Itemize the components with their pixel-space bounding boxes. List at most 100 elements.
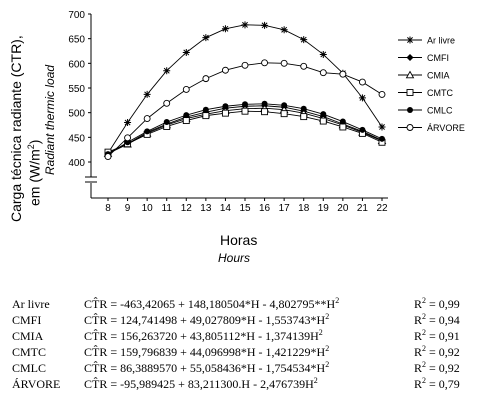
exponent: 2 [325, 312, 330, 321]
equation-model-name: Ar livre [12, 297, 50, 311]
chart-legend: Ar livre CMFI CMIA CMTC CMLC ÁRVORE [398, 36, 465, 133]
data-point [379, 135, 385, 142]
data-point [319, 50, 327, 58]
data-point [359, 126, 366, 133]
r-squared-value: = 0,91 [426, 329, 460, 343]
legend-label: CMLC [427, 106, 453, 116]
data-point [221, 25, 229, 33]
x-axis-label-english: Hours [218, 251, 251, 265]
data-point [221, 109, 229, 117]
data-point [339, 123, 347, 131]
data-point [221, 66, 229, 74]
y-tick-label: 450 [68, 133, 85, 144]
data-point [319, 117, 327, 125]
equation-row: CMFI CT̂R = 124,741498 + 49,027809*H - 1,… [12, 313, 482, 329]
equation-row: Ar livre CT̂R = -463,42065 + 148,180504*H… [12, 297, 482, 313]
exponent: 2 [325, 360, 330, 369]
r-squared: R2 = 0,91 [414, 328, 460, 344]
data-point [300, 113, 308, 121]
data-point [358, 94, 366, 102]
r-squared: R2 = 0,99 [414, 296, 460, 312]
r-squared: R2 = 0,92 [414, 360, 460, 376]
data-point [280, 110, 288, 118]
r-squared: R2 = 0,79 [414, 376, 460, 392]
data-point [163, 67, 171, 75]
r-squared-value: = 0,79 [426, 377, 460, 391]
equation-formula: CT̂R = -463,42065 + 148,180504*H - 4,802… [84, 296, 340, 312]
data-point [124, 134, 132, 142]
legend-marker [406, 54, 414, 61]
data-point [261, 108, 269, 116]
equation-formula: CT̂R = 86,3889570 + 55,058436*H - 1,7545… [84, 360, 330, 376]
x-tick-label: 13 [200, 203, 212, 214]
data-point [144, 128, 151, 135]
data-point [378, 90, 386, 98]
legend-item: CMFI [398, 53, 449, 63]
r-squared: R2 = 0,94 [414, 312, 460, 328]
line-chart: 400 450 500 550 600 650 700 8 9 10 11 12 13 14 15 16 17 1… [68, 10, 465, 214]
data-point [182, 86, 190, 93]
exponent: 2 [335, 296, 340, 305]
legend-marker [405, 70, 415, 79]
series-layer [103, 21, 387, 161]
legend-marker [407, 107, 413, 113]
legend-item: CMTC [398, 88, 453, 98]
data-point [241, 21, 249, 29]
data-point [280, 59, 288, 67]
data-point [261, 100, 268, 107]
equation-formula: CT̂R = 159,796839 + 44,096998*H - 1,4212… [84, 344, 330, 360]
data-point [143, 115, 151, 123]
y-tick-label: 550 [68, 84, 85, 95]
data-point [319, 69, 327, 77]
legend-item: CMLC [398, 106, 453, 116]
legend-label: CMFI [427, 53, 449, 63]
data-point [300, 62, 308, 70]
legend-label: ÁRVORE [427, 123, 465, 133]
x-tick-label: 16 [259, 203, 271, 214]
equation-row: ÁRVORE CT̂R = -95,989425 + 83,211300.H - … [12, 377, 482, 393]
data-point [222, 103, 229, 110]
legend-marker [406, 124, 414, 131]
equation-row: CMIA CT̂R = 156,263720 + 43,805112*H - 1,… [12, 329, 482, 345]
equation-model-name: ÁRVORE [12, 377, 61, 391]
x-tick-label: 14 [220, 203, 232, 214]
data-point [339, 118, 346, 125]
data-point [182, 48, 190, 56]
x-tick-label: 17 [279, 203, 291, 214]
data-point [124, 119, 132, 127]
x-tick-label: 20 [337, 203, 349, 214]
data-point [281, 102, 288, 109]
equation-row: CMTC CT̂R = 159,796839 + 44,096998*H - 1,… [12, 345, 482, 361]
data-point [261, 21, 269, 29]
y-tick-label: 500 [68, 109, 85, 120]
equation-model-name: CMFI [12, 313, 42, 327]
data-point [163, 99, 171, 107]
y-axis-label: Carga técnica radiante (CTR), [8, 35, 24, 222]
data-point [183, 112, 190, 119]
data-point [358, 78, 366, 86]
legend-item: CMIA [398, 71, 450, 81]
data-point [280, 26, 288, 34]
r-squared: R2 = 0,92 [414, 344, 460, 360]
equation-model-name: CMIA [12, 329, 44, 343]
data-point [378, 123, 386, 131]
x-tick-label: 22 [376, 203, 388, 214]
x-tick-label: 21 [357, 203, 369, 214]
data-point [143, 90, 151, 98]
data-point [242, 101, 248, 108]
data-point [182, 117, 190, 125]
equation-model-name: CMLC [12, 361, 47, 375]
regression-equations: Ar livre CT̂R = -463,42065 + 148,180504*H… [12, 297, 482, 393]
series-ar-livre [104, 21, 386, 157]
r-squared-value: = 0,94 [426, 313, 460, 327]
data-point [104, 153, 112, 161]
legend-label: CMTC [427, 88, 453, 98]
data-point [339, 70, 347, 78]
series-árvore [104, 59, 386, 161]
y-tick-label: 400 [68, 158, 85, 169]
legend-label: CMIA [427, 71, 450, 81]
exponent: 2 [318, 328, 323, 337]
data-point [300, 105, 307, 112]
x-tick-label: 11 [162, 203, 173, 214]
r-squared-value: = 0,99 [426, 297, 460, 311]
